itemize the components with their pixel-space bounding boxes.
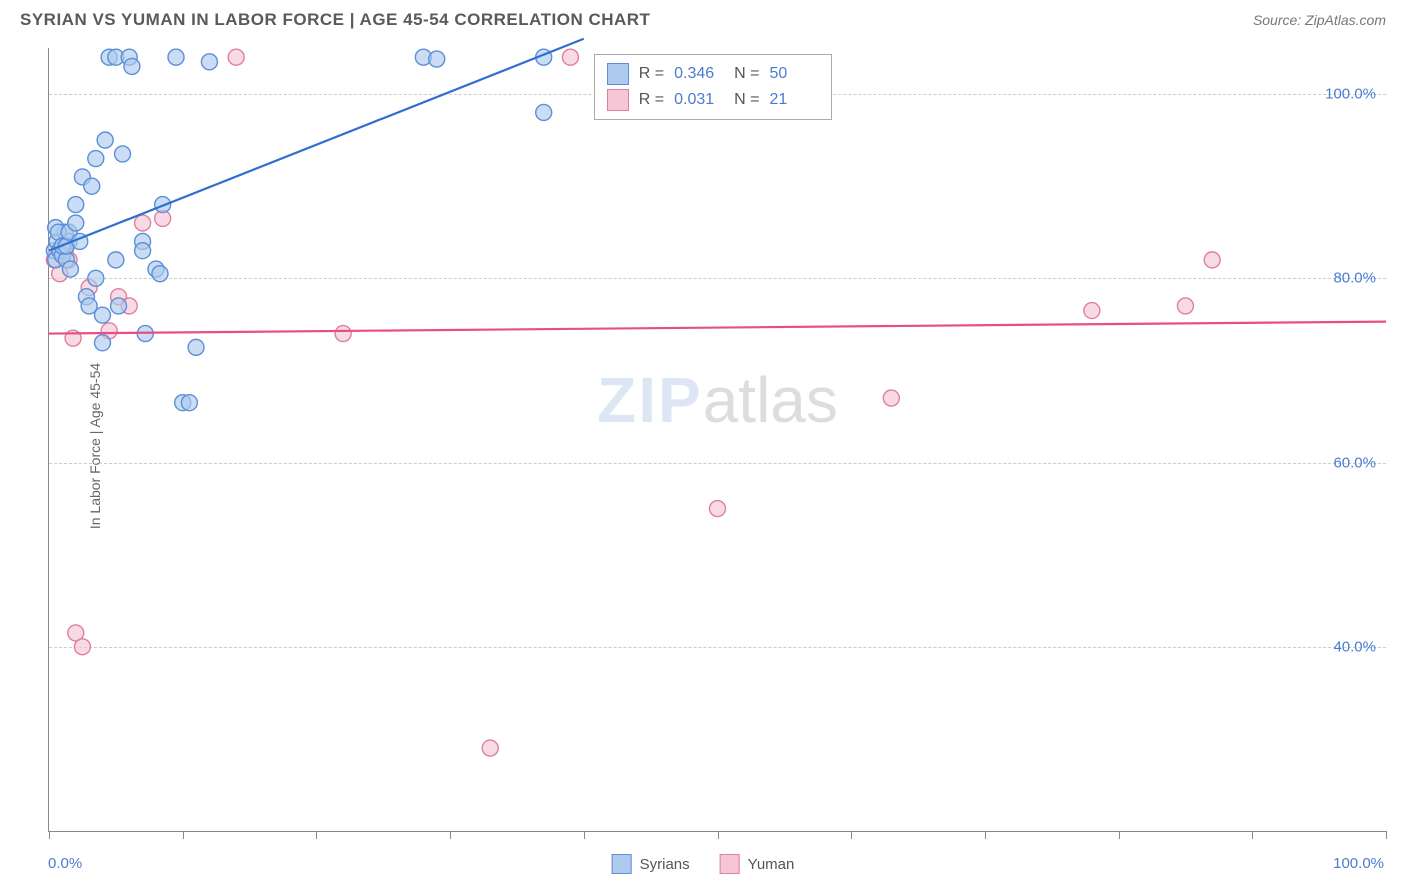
data-point xyxy=(94,307,110,323)
data-point xyxy=(181,395,197,411)
x-tick xyxy=(1119,831,1120,839)
x-tick xyxy=(450,831,451,839)
x-tick xyxy=(1252,831,1253,839)
data-point xyxy=(1177,298,1193,314)
correlation-stats-box: R = 0.346 N = 50 R = 0.031 N = 21 xyxy=(594,54,833,120)
data-point xyxy=(1204,252,1220,268)
legend-item-yuman: Yuman xyxy=(720,854,795,874)
x-tick xyxy=(851,831,852,839)
legend: Syrians Yuman xyxy=(612,854,795,874)
data-point xyxy=(88,270,104,286)
data-point xyxy=(124,58,140,74)
data-point xyxy=(68,197,84,213)
data-point xyxy=(710,501,726,517)
stats-row-yuman: R = 0.031 N = 21 xyxy=(607,87,820,113)
data-point xyxy=(111,298,127,314)
data-point xyxy=(536,104,552,120)
data-point xyxy=(152,266,168,282)
source-attribution: Source: ZipAtlas.com xyxy=(1253,12,1386,28)
x-tick xyxy=(584,831,585,839)
chart-title: SYRIAN VS YUMAN IN LABOR FORCE | AGE 45-… xyxy=(20,10,650,30)
x-tick xyxy=(49,831,50,839)
data-point xyxy=(335,326,351,342)
data-point xyxy=(97,132,113,148)
data-point xyxy=(135,215,151,231)
stats-row-syrians: R = 0.346 N = 50 xyxy=(607,61,820,87)
data-point xyxy=(88,151,104,167)
scatter-plot-svg xyxy=(49,48,1386,831)
data-point xyxy=(84,178,100,194)
data-point xyxy=(68,215,84,231)
data-point xyxy=(883,390,899,406)
data-point xyxy=(1084,303,1100,319)
data-point xyxy=(74,639,90,655)
data-point xyxy=(108,252,124,268)
x-tick xyxy=(316,831,317,839)
data-point xyxy=(94,335,110,351)
data-point xyxy=(135,243,151,259)
data-point xyxy=(228,49,244,65)
x-tick xyxy=(718,831,719,839)
chart-plot-area: ZIPatlas R = 0.346 N = 50 R = 0.031 N = … xyxy=(48,48,1386,832)
legend-item-syrians: Syrians xyxy=(612,854,690,874)
chart-header: SYRIAN VS YUMAN IN LABOR FORCE | AGE 45-… xyxy=(0,0,1406,38)
x-tick xyxy=(1386,831,1387,839)
x-tick xyxy=(183,831,184,839)
stats-swatch-syrians xyxy=(607,63,629,85)
data-point xyxy=(482,740,498,756)
x-tick xyxy=(985,831,986,839)
x-tick-label-max: 100.0% xyxy=(1333,855,1384,872)
legend-swatch-yuman xyxy=(720,854,740,874)
x-tick-label-min: 0.0% xyxy=(48,855,82,872)
data-point xyxy=(115,146,131,162)
stats-swatch-yuman xyxy=(607,89,629,111)
data-point xyxy=(201,54,217,70)
data-point xyxy=(429,51,445,67)
data-point xyxy=(562,49,578,65)
data-point xyxy=(62,261,78,277)
data-point xyxy=(168,49,184,65)
trend-line xyxy=(49,322,1386,334)
data-point xyxy=(188,339,204,355)
legend-swatch-syrians xyxy=(612,854,632,874)
